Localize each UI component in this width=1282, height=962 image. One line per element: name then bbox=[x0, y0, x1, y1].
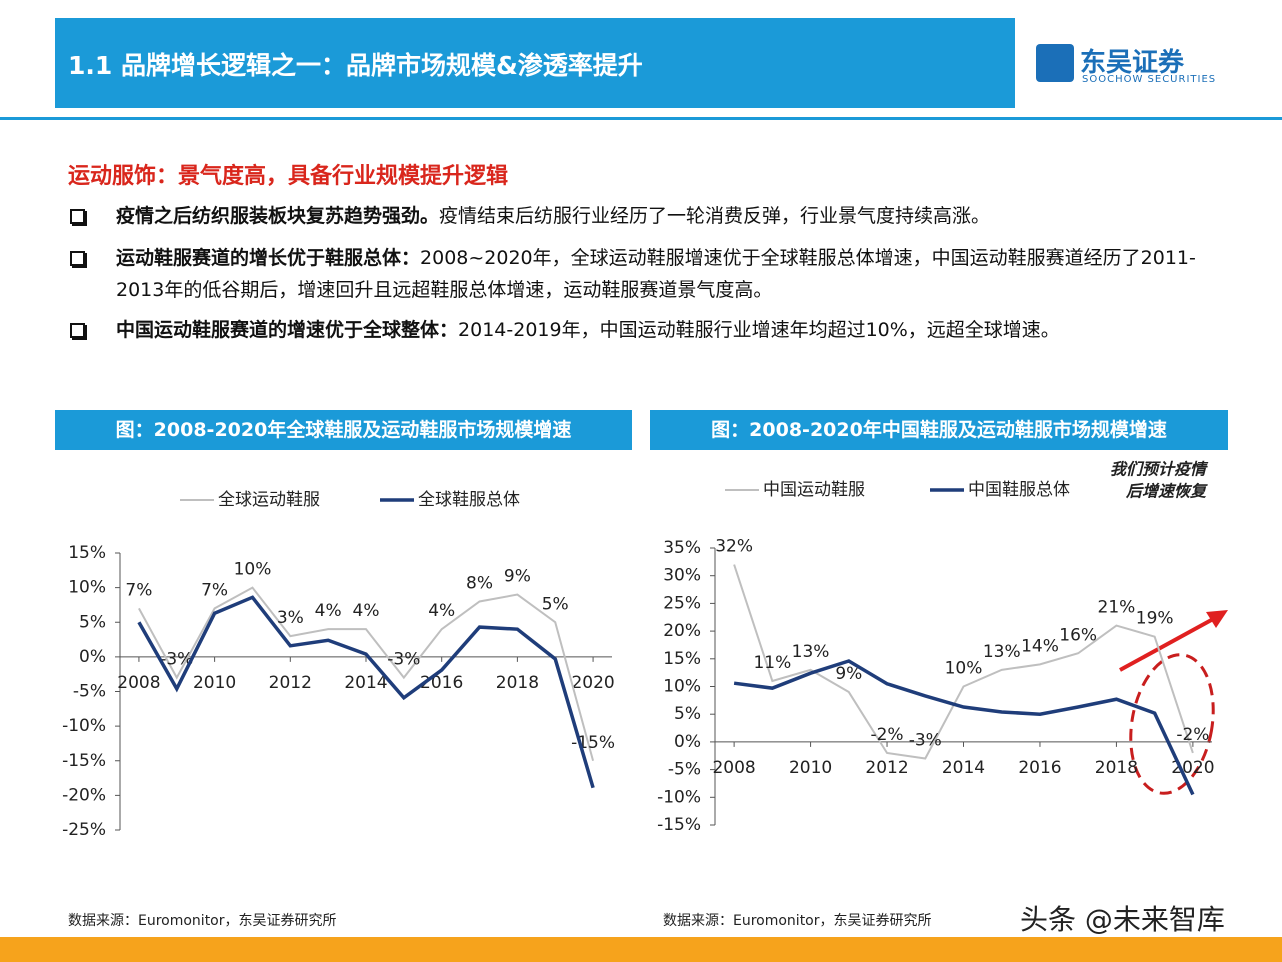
y-tick-label: -5% bbox=[668, 760, 701, 780]
legend-label: 中国运动鞋服 bbox=[763, 480, 865, 500]
x-tick-label: 2010 bbox=[193, 673, 236, 693]
watermark: 头条 @未来智库 bbox=[1020, 903, 1225, 936]
x-tick-label: 2016 bbox=[1018, 758, 1061, 778]
x-tick-label: 2018 bbox=[496, 673, 539, 693]
y-tick-label: 5% bbox=[79, 612, 106, 632]
y-tick-label: 5% bbox=[674, 704, 701, 724]
bullet-lead: 疫情之后纺织服装板块复苏趋势强劲。 bbox=[116, 205, 440, 227]
data-label: 11% bbox=[753, 653, 791, 673]
y-tick-label: 15% bbox=[663, 649, 701, 669]
y-tick-label: -10% bbox=[657, 787, 701, 807]
y-tick-label: 10% bbox=[68, 578, 106, 598]
y-tick-label: -10% bbox=[62, 716, 106, 736]
data-label: -3% bbox=[387, 650, 420, 670]
x-tick-label: 2008 bbox=[712, 758, 755, 778]
x-tick-label: 2010 bbox=[789, 758, 832, 778]
series-line bbox=[137, 595, 595, 789]
x-tick-label: 2012 bbox=[865, 758, 908, 778]
arrow-head bbox=[1206, 610, 1228, 628]
data-label: 5% bbox=[542, 594, 569, 614]
bullet-icon bbox=[70, 323, 85, 338]
chart-title: 图：2008-2020年中国鞋服及运动鞋服市场规模增速 bbox=[650, 410, 1228, 450]
legend-label: 全球鞋服总体 bbox=[418, 490, 520, 510]
data-label: -2% bbox=[1176, 725, 1209, 745]
y-tick-label: 0% bbox=[674, 732, 701, 752]
source: 数据来源：Euromonitor，东吴证券研究所 bbox=[663, 913, 932, 929]
highlight-ellipse bbox=[1129, 653, 1215, 795]
data-label: 3% bbox=[277, 608, 304, 628]
bullet-text: 2008~2020年，全球运动鞋服增速优于全球鞋服总体增速，中国运动鞋服赛道经历… bbox=[116, 247, 1196, 301]
bullet-icon bbox=[70, 209, 85, 224]
y-tick-label: 30% bbox=[663, 566, 701, 586]
y-tick-label: 15% bbox=[68, 543, 106, 563]
legend-label: 全球运动鞋服 bbox=[218, 490, 320, 510]
series-line bbox=[733, 659, 1195, 796]
bullet-icon bbox=[70, 251, 85, 266]
x-tick-label: 2014 bbox=[344, 673, 387, 693]
data-label: 13% bbox=[792, 642, 830, 662]
data-label: 4% bbox=[315, 601, 342, 621]
y-tick-label: -25% bbox=[62, 820, 106, 840]
y-tick-label: 25% bbox=[663, 593, 701, 613]
data-label: -3% bbox=[160, 650, 193, 670]
bullet-text: 2014-2019年，中国运动鞋服行业增速年均超过10%，远超全球增速。 bbox=[458, 319, 1060, 341]
header-bar bbox=[55, 18, 1015, 108]
legend-label: 中国鞋服总体 bbox=[968, 480, 1070, 500]
logo-en: SOOCHOW SECURITIES bbox=[1082, 74, 1217, 85]
y-tick-label: 20% bbox=[663, 621, 701, 641]
y-tick-label: 0% bbox=[79, 647, 106, 667]
data-label: 32% bbox=[715, 537, 753, 557]
y-tick-label: 35% bbox=[663, 538, 701, 558]
logo-mark bbox=[1036, 44, 1074, 82]
data-label: 19% bbox=[1136, 609, 1174, 629]
data-label: 8% bbox=[466, 573, 493, 593]
x-tick-label: 2020 bbox=[571, 673, 614, 693]
data-label: 16% bbox=[1059, 625, 1097, 645]
bullet-lead: 中国运动鞋服赛道的增速优于全球整体： bbox=[116, 319, 459, 341]
bullet: 运动鞋服赛道的增长优于鞋服总体：2008~2020年，全球运动鞋服增速优于全球鞋… bbox=[116, 242, 1216, 306]
x-tick-label: 2014 bbox=[942, 758, 985, 778]
arrow bbox=[1119, 616, 1216, 672]
data-label: 9% bbox=[835, 664, 862, 684]
series-line bbox=[733, 564, 1194, 760]
chart-title: 图：2008-2020年全球鞋服及运动鞋服市场规模增速 bbox=[55, 410, 632, 450]
data-label: 21% bbox=[1098, 598, 1136, 618]
y-tick-label: -15% bbox=[657, 815, 701, 835]
data-label: 9% bbox=[504, 567, 531, 587]
footer-bar bbox=[0, 937, 1282, 962]
logo: 东吴证券 bbox=[1080, 48, 1185, 78]
annotation: 后增速恢复 bbox=[1125, 482, 1208, 501]
series-line bbox=[138, 586, 595, 762]
data-label: 14% bbox=[1021, 636, 1059, 656]
x-tick-label: 2008 bbox=[117, 673, 160, 693]
data-label: 4% bbox=[353, 601, 380, 621]
bullet: 疫情之后纺织服装板块复苏趋势强劲。疫情结束后纺服行业经历了一轮消费反弹，行业景气… bbox=[116, 200, 1216, 232]
section-title: 运动服饰：景气度高，具备行业规模提升逻辑 bbox=[68, 164, 509, 189]
y-tick-label: -20% bbox=[62, 785, 106, 805]
y-tick-label: -15% bbox=[62, 751, 106, 771]
data-label: 4% bbox=[428, 601, 455, 621]
bullet-lead: 运动鞋服赛道的增长优于鞋服总体： bbox=[116, 247, 421, 269]
data-label: 10% bbox=[234, 560, 272, 580]
x-tick-label: 2012 bbox=[269, 673, 312, 693]
annotation: 我们预计疫情 bbox=[1110, 460, 1209, 479]
data-label: -3% bbox=[909, 731, 942, 751]
data-label: 13% bbox=[983, 642, 1021, 662]
y-tick-label: -5% bbox=[73, 682, 106, 702]
header-title: 1.1 品牌增长逻辑之一：品牌市场规模&渗透率提升 bbox=[68, 51, 643, 80]
data-label: 7% bbox=[125, 580, 152, 600]
header-rule bbox=[0, 117, 1282, 120]
y-tick-label: 10% bbox=[663, 677, 701, 697]
data-label: 7% bbox=[201, 580, 228, 600]
data-label: -2% bbox=[870, 725, 903, 745]
bullet: 中国运动鞋服赛道的增速优于全球整体：2014-2019年，中国运动鞋服行业增速年… bbox=[116, 314, 1216, 346]
x-tick-label: 2018 bbox=[1095, 758, 1138, 778]
bullet-text: 疫情结束后纺服行业经历了一轮消费反弹，行业景气度持续高涨。 bbox=[439, 205, 991, 227]
source: 数据来源：Euromonitor，东吴证券研究所 bbox=[68, 913, 337, 929]
data-label: 10% bbox=[945, 659, 983, 679]
